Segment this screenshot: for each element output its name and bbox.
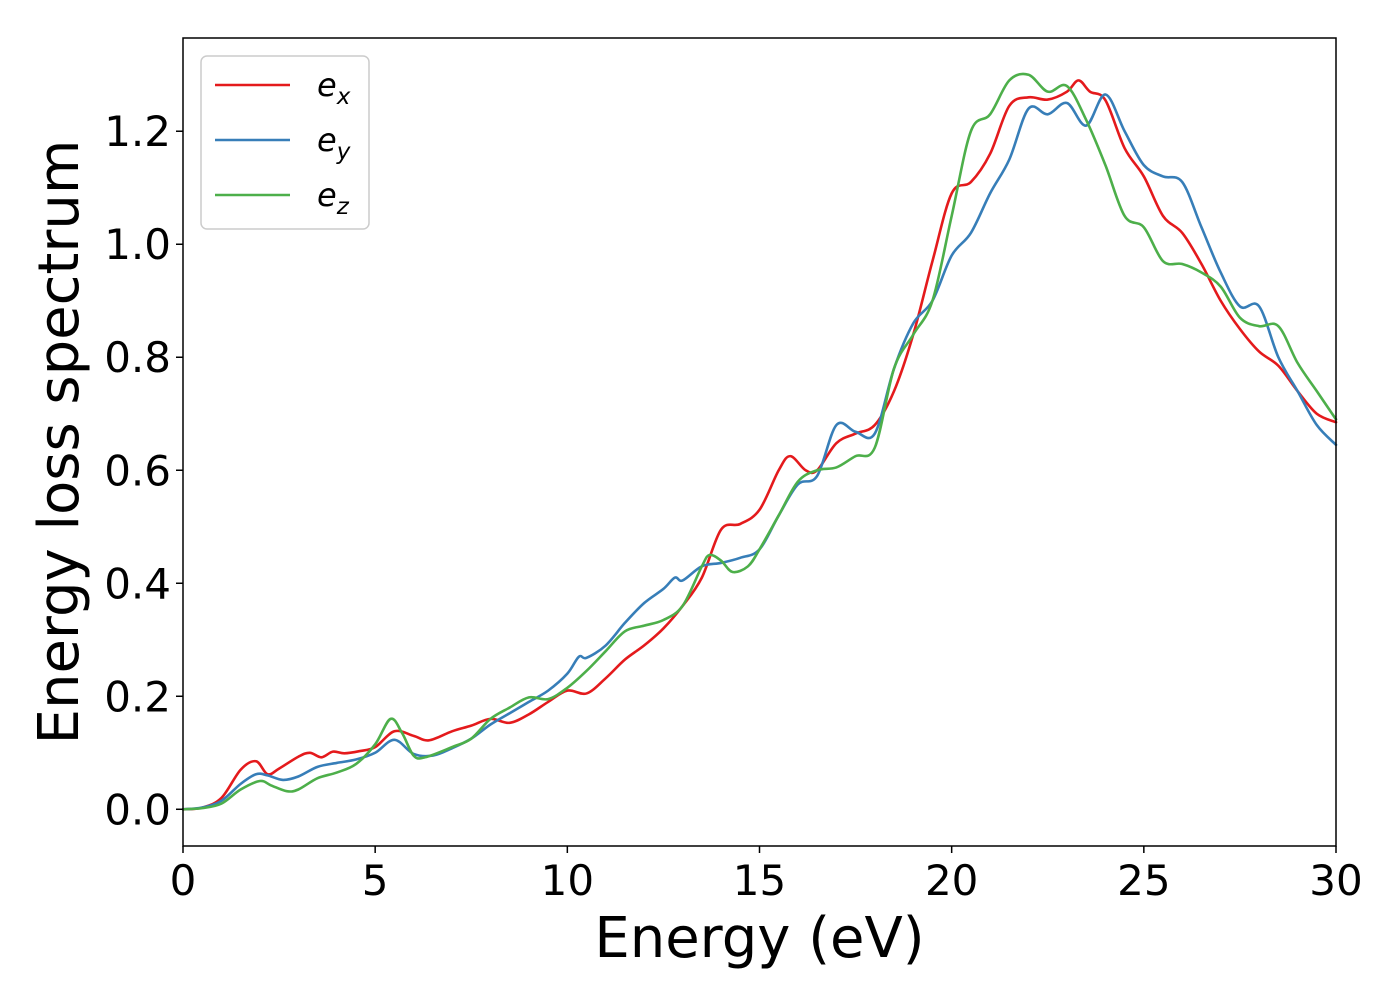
x-tick-label: 0 bbox=[170, 856, 197, 905]
y-axis-ticks: 0.0 0.2 0.4 0.6 0.8 1.0 1.2 bbox=[104, 107, 183, 834]
series-line-z bbox=[181, 72, 1338, 811]
legend: ex ey ez bbox=[200, 55, 370, 230]
x-axis-title: Energy (eV) bbox=[594, 906, 924, 971]
y-tick-label: 0.4 bbox=[104, 559, 171, 608]
legend-label-z: ez bbox=[317, 176, 350, 220]
x-tick-label: 20 bbox=[925, 856, 978, 905]
x-tick-label: 15 bbox=[733, 856, 786, 905]
y-tick-label: 0.8 bbox=[104, 333, 171, 382]
y-axis-title: Energy loss spectrum bbox=[27, 140, 92, 745]
x-tick-label: 5 bbox=[362, 856, 389, 905]
legend-box bbox=[200, 55, 370, 230]
legend-label-y: ey bbox=[317, 121, 351, 165]
y-tick-label: 1.0 bbox=[104, 220, 171, 269]
legend-label-x: ex bbox=[317, 66, 351, 110]
y-tick-label: 0.6 bbox=[104, 446, 171, 495]
legend-entries: ex ey ez bbox=[215, 66, 351, 220]
y-tick-label: 0.2 bbox=[104, 672, 171, 721]
plot-lines bbox=[181, 72, 1338, 811]
x-tick-label: 25 bbox=[1117, 856, 1170, 905]
x-tick-label: 30 bbox=[1309, 856, 1362, 905]
x-axis-ticks: 0 5 10 15 20 25 30 bbox=[170, 846, 1363, 905]
y-tick-label: 0.0 bbox=[104, 785, 171, 834]
series-line-x bbox=[181, 79, 1338, 811]
x-tick-label: 10 bbox=[541, 856, 594, 905]
y-tick-label: 1.2 bbox=[104, 107, 171, 156]
